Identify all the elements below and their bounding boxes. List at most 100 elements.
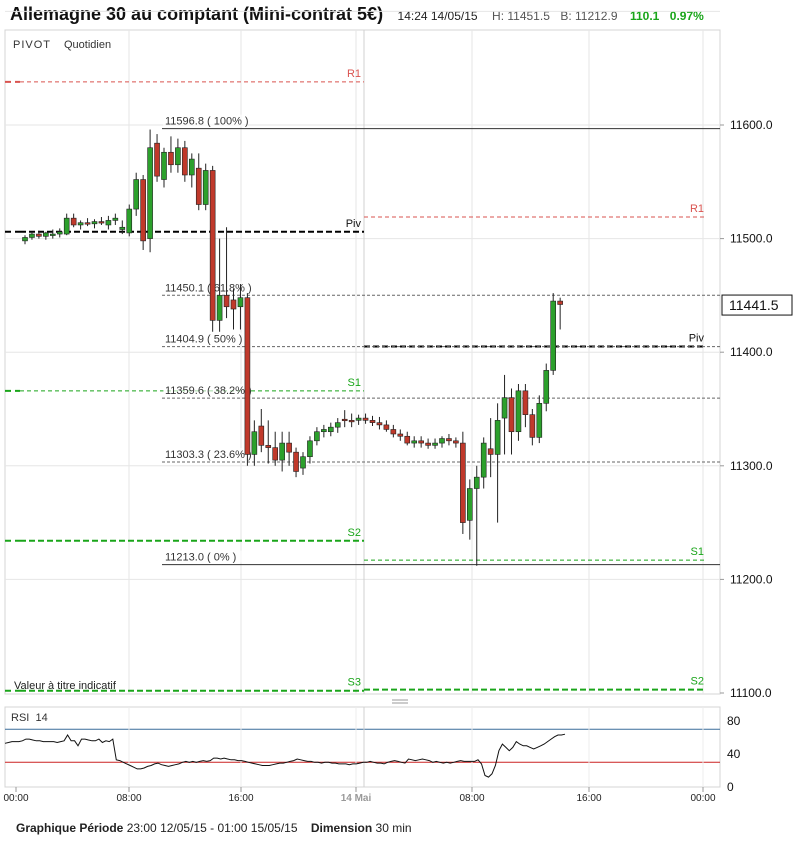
time-tick-label-4: 08:00 <box>459 793 484 804</box>
candle-body-59 <box>432 442 438 446</box>
quote-time: 14:24 14/05/15 <box>397 9 478 23</box>
price-tick-label-0: 11600.0 <box>730 118 773 132</box>
candle-body-12 <box>105 220 112 226</box>
candle-body-56 <box>411 440 418 444</box>
candle-body-51 <box>376 422 383 426</box>
candle-body-72 <box>522 390 529 415</box>
candle-body-67 <box>487 448 494 455</box>
price-tick-label-2: 11400.0 <box>730 345 773 359</box>
candle-body-15 <box>126 208 133 234</box>
candle-body-8 <box>77 222 84 226</box>
candle-body-40 <box>300 456 306 469</box>
candle-body-3 <box>43 232 49 237</box>
fib-label-2: 11404.9 ( 50% ) <box>165 334 242 346</box>
period-range: 23:00 12/05/15 - 01:00 15/05/15 <box>126 821 298 835</box>
current-price-box <box>721 294 793 316</box>
candle-body-35 <box>265 445 272 448</box>
pivot-label-day2-1: Piv <box>689 333 705 345</box>
candle-body-65 <box>473 476 480 489</box>
candle-body-73 <box>529 414 536 438</box>
candle-body-44 <box>327 426 334 433</box>
candle-body-32 <box>244 297 251 455</box>
candle-body-1 <box>29 233 35 238</box>
rsi-title: RSI 14 <box>11 712 48 724</box>
fib-label-bg-4 <box>163 448 247 461</box>
candle-body-74 <box>536 403 543 438</box>
candle-body-25 <box>195 167 202 205</box>
candle-body-33 <box>251 431 258 455</box>
candle-body-29 <box>223 295 230 308</box>
candle-body-20 <box>161 151 167 180</box>
rsi-tick-label-0: 80 <box>727 714 741 728</box>
candle-body-58 <box>425 442 431 446</box>
pivot-label-day2-2: S1 <box>691 546 704 558</box>
fib-label-1: 11450.1 ( 61.8% ) <box>165 282 252 294</box>
instrument-title: Allemagne 30 au comptant (Mini-contrat 5… <box>10 4 384 24</box>
candle-body-46 <box>341 418 348 422</box>
time-tick-label-1: 08:00 <box>116 793 141 804</box>
candle-body-0 <box>22 237 28 242</box>
time-axis: 00:00 08:00 16:00 14 Mai 08:00 16:00 00:00 <box>3 787 716 804</box>
disclaimer: Valeur à titre indicatif <box>14 680 117 692</box>
candle-body-70 <box>508 397 515 433</box>
candle-body-68 <box>494 420 501 455</box>
candle-body-42 <box>314 431 320 442</box>
candle-body-64 <box>466 488 473 521</box>
candle-body-41 <box>307 440 313 458</box>
pivot-label-day1-2: S1 <box>348 377 361 389</box>
candles-layer <box>22 129 563 566</box>
pivot-label-day1-4: S3 <box>348 677 361 689</box>
candle-body-53 <box>390 429 397 435</box>
candle-body-26 <box>202 170 209 205</box>
candle-body-18 <box>147 147 153 239</box>
candle-body-7 <box>70 217 77 226</box>
candle-body-22 <box>175 147 181 166</box>
pivot-label-day2-3: S2 <box>691 676 704 688</box>
candle-body-69 <box>501 397 508 419</box>
price-tick-label-3: 11300.0 <box>730 459 773 473</box>
fibonacci-layer: 11596.8 ( 100% ) 11450.1 ( 61.8% ) 11404.9… <box>162 114 720 566</box>
price-tick-label-5: 11100.0 <box>730 686 772 700</box>
candle-body-6 <box>63 217 70 235</box>
time-tick-label-0: 00:00 <box>3 793 28 804</box>
time-tick-label-6: 00:00 <box>690 793 715 804</box>
rsi-tick-label-1: 40 <box>727 747 741 761</box>
candle-body-48 <box>355 417 362 421</box>
candle-body-63 <box>460 442 466 523</box>
candle-body-52 <box>383 424 390 430</box>
candle-body-13 <box>112 217 119 221</box>
dimension-caption: Dimension <box>310 821 373 835</box>
fib-label-bg-1 <box>163 281 247 294</box>
candle-body-60 <box>439 438 445 444</box>
candle-body-36 <box>272 447 279 461</box>
price-tick-label-1: 11500.0 <box>730 232 773 246</box>
pivot-label-day1-3: S2 <box>348 527 361 539</box>
fib-label-bg-2 <box>163 332 247 345</box>
time-tick-label-2: 16:00 <box>228 793 253 804</box>
candle-body-31 <box>237 297 244 308</box>
candle-body-76 <box>550 300 557 371</box>
pivot-label-day2-0: R1 <box>690 203 704 215</box>
chart-header: Allemagne 30 au comptant (Mini-contrat 5… <box>10 4 704 30</box>
dimension-value: 30 min <box>375 821 412 835</box>
candle-body-21 <box>168 151 174 166</box>
candle-body-54 <box>397 433 404 437</box>
candle-body-38 <box>286 442 292 453</box>
candle-body-77 <box>557 300 563 305</box>
candle-body-45 <box>334 422 341 428</box>
candle-body-75 <box>543 370 550 404</box>
candle-body-49 <box>362 417 369 421</box>
fib-label-0: 11596.8 ( 100% ) <box>165 116 249 128</box>
candle-body-50 <box>369 420 376 423</box>
candle-body-30 <box>230 299 237 310</box>
candle-body-47 <box>348 420 355 423</box>
main-panel-frame <box>4 29 721 695</box>
candle-body-39 <box>293 451 299 472</box>
candle-body-66 <box>480 442 487 478</box>
chart-footer: Graphique Période 23:00 12/05/15 - 01:00… <box>16 821 412 835</box>
candle-body-62 <box>453 440 459 444</box>
rsi-line <box>4 733 566 778</box>
quote-change-pct: 0.97% <box>669 9 704 23</box>
candle-body-23 <box>182 147 188 176</box>
